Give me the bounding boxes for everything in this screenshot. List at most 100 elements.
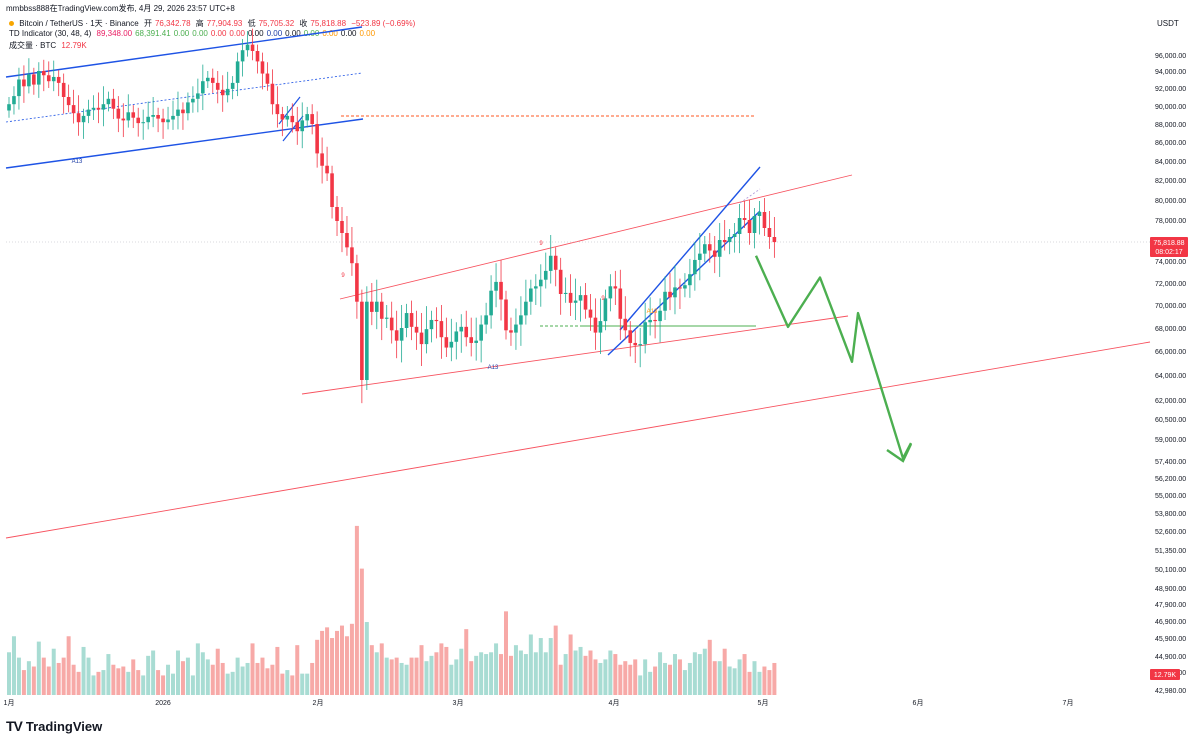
price-tick-label: 86,000.00	[1155, 140, 1186, 147]
candle-body	[509, 330, 513, 333]
volume-bar	[444, 646, 449, 695]
candle-body	[663, 291, 667, 311]
volume-bar	[499, 654, 504, 695]
volume-bar	[131, 659, 136, 695]
volume-bar	[628, 664, 633, 695]
candle	[409, 300, 414, 341]
high-value: 77,904.93	[206, 19, 243, 28]
projection-path	[754, 255, 913, 460]
candle-body	[22, 79, 26, 87]
volume-bar	[354, 525, 359, 695]
candle	[653, 310, 657, 339]
candle-body	[186, 102, 190, 114]
volume-label[interactable]: 成交量 · BTC	[9, 41, 57, 50]
candle-body	[161, 118, 165, 123]
candle	[583, 283, 588, 319]
volume-bar	[235, 657, 240, 695]
candle-body	[116, 108, 121, 119]
candle	[96, 92, 101, 124]
candle	[46, 61, 51, 88]
volume-bar	[265, 668, 270, 695]
channel-line-upper	[5, 26, 363, 78]
price-tick-label: 64,000.00	[1155, 373, 1186, 380]
td-indicator-label[interactable]: TD Indicator (30, 48, 4)	[9, 29, 92, 38]
candle	[752, 208, 757, 249]
volume-bar	[772, 662, 777, 695]
volume-bar	[603, 659, 608, 695]
candle-body	[171, 115, 175, 120]
price-tick-label: 96,000.00	[1155, 53, 1186, 60]
candle-body	[613, 286, 618, 289]
candle-body	[643, 322, 647, 345]
time-tick-label: 5月	[758, 699, 769, 707]
volume-bar	[419, 645, 424, 695]
volume-bar	[339, 625, 344, 695]
candle-body	[210, 77, 215, 83]
volume-bar	[245, 662, 250, 695]
candle	[618, 269, 623, 341]
candle-body	[722, 240, 727, 243]
candle-body	[86, 109, 91, 116]
volume-bar	[51, 648, 56, 695]
candle	[529, 279, 533, 315]
candle	[553, 247, 558, 287]
candle-body	[494, 281, 498, 291]
candle-body	[623, 318, 628, 331]
published-by: mmbbss888在TradingView.com发布, 4月 29, 2026…	[6, 4, 235, 13]
candle-body	[593, 317, 598, 333]
candle-body	[245, 44, 250, 51]
volume-bar	[474, 655, 479, 695]
candle-body	[300, 120, 305, 132]
volume-bar	[469, 661, 474, 695]
candle-body	[603, 298, 608, 322]
candle	[698, 233, 702, 281]
symbol-name[interactable]: Bitcoin / TetherUS · 1天 · Binance	[19, 19, 139, 28]
april-channel-middle	[739, 188, 761, 204]
candle-body	[404, 313, 409, 328]
td-indicator-value: 89,348.00	[96, 29, 133, 38]
channel-line-small-lower	[282, 115, 304, 142]
candle-body	[131, 112, 136, 118]
candle	[558, 257, 563, 315]
candle	[71, 89, 76, 124]
volume-bar	[712, 661, 717, 695]
currency-label[interactable]: USDT	[1157, 19, 1179, 28]
volume-bar	[190, 675, 195, 695]
candle	[161, 108, 165, 139]
candle-body	[41, 71, 46, 76]
candle	[126, 94, 131, 128]
volume-bar	[185, 657, 190, 695]
candle	[747, 200, 752, 245]
volume-bar	[225, 673, 230, 695]
candle	[389, 301, 394, 344]
candle	[156, 107, 160, 133]
volume-bar	[66, 636, 71, 695]
candle	[285, 106, 290, 127]
price-tick-label: 94,000.00	[1155, 69, 1186, 76]
volume-bar	[528, 634, 533, 695]
candle	[598, 298, 603, 354]
candle	[196, 78, 200, 113]
candle	[206, 71, 210, 88]
volume-tag: 12.79K	[1150, 669, 1180, 680]
volume-bar	[618, 664, 623, 695]
volume-bar	[578, 646, 583, 695]
candle	[86, 99, 91, 124]
last-price-tag: 75,818.88 08:02:17	[1150, 237, 1188, 257]
candle	[484, 302, 488, 334]
volume-bar	[648, 671, 653, 695]
volume-bar	[76, 671, 81, 695]
tradingview-logo-icon: TV	[6, 718, 23, 734]
candle	[17, 67, 21, 110]
td-marker-label: 9	[601, 296, 605, 302]
volume-bar	[369, 645, 374, 695]
volume-bar	[663, 662, 668, 695]
volume-bar	[240, 666, 245, 695]
volume-bar	[553, 625, 558, 695]
volume-bar	[374, 652, 379, 695]
price-tick-label: 59,000.00	[1155, 437, 1186, 444]
volume-bar	[484, 654, 489, 695]
candle-body	[678, 287, 682, 289]
countdown-value: 08:02:17	[1155, 249, 1182, 256]
